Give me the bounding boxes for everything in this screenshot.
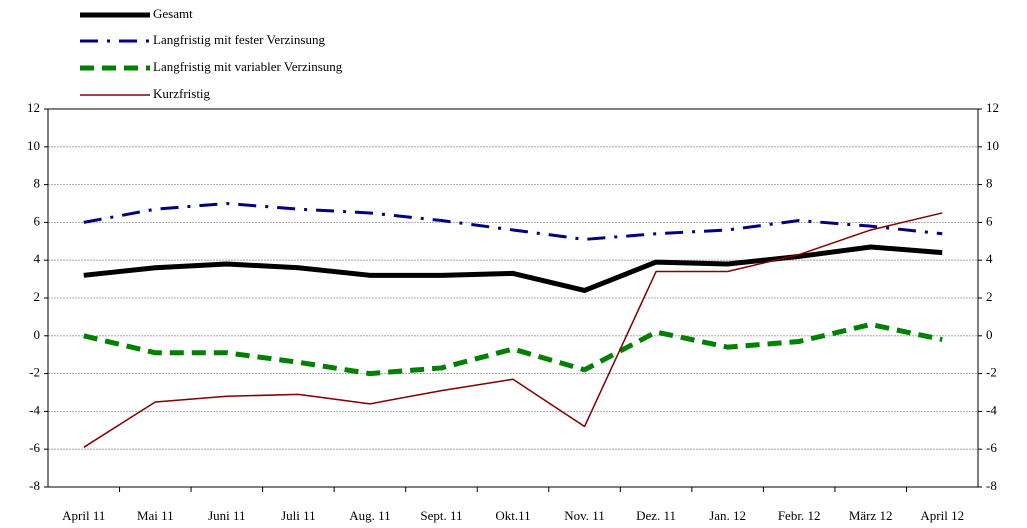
y2-tick-label: -6 bbox=[986, 440, 997, 455]
y2-tick-label: 6 bbox=[986, 213, 993, 228]
y2-tick-label: 2 bbox=[986, 289, 993, 304]
y-tick-label: -8 bbox=[29, 478, 40, 493]
legend-label: Langfristig mit fester Verzinsung bbox=[153, 32, 325, 47]
y-tick-label: -6 bbox=[29, 440, 40, 455]
y-tick-label: 12 bbox=[27, 100, 40, 115]
x-tick-label: Jan. 12 bbox=[709, 508, 746, 523]
y2-tick-label: 0 bbox=[986, 327, 993, 342]
x-tick-label: Juli 11 bbox=[281, 508, 316, 523]
x-tick-label: Nov. 11 bbox=[564, 508, 605, 523]
y2-tick-label: -8 bbox=[986, 478, 997, 493]
y-tick-label: 4 bbox=[34, 251, 41, 266]
x-tick-label: Juni 11 bbox=[208, 508, 245, 523]
x-tick-label: März 12 bbox=[849, 508, 893, 523]
series-line bbox=[83, 202, 943, 241]
series-line bbox=[83, 212, 943, 448]
y2-tick-label: 8 bbox=[986, 176, 993, 191]
x-tick-label: Febr. 12 bbox=[778, 508, 821, 523]
y-tick-label: -4 bbox=[29, 402, 40, 417]
series-line bbox=[83, 244, 943, 293]
y2-tick-label: -2 bbox=[986, 365, 997, 380]
x-tick-label: Mai 11 bbox=[137, 508, 174, 523]
series-line bbox=[83, 321, 943, 377]
y-tick-label: 0 bbox=[34, 327, 41, 342]
x-tick-label: April 12 bbox=[920, 508, 964, 523]
y2-tick-label: 10 bbox=[986, 138, 999, 153]
legend-label: Langfristig mit variabler Verzinsung bbox=[153, 59, 343, 74]
y2-tick-label: 12 bbox=[986, 100, 999, 115]
legend-label: Kurzfristig bbox=[153, 86, 211, 101]
x-tick-label: Dez. 11 bbox=[636, 508, 676, 523]
y-tick-label: -2 bbox=[29, 365, 40, 380]
y-tick-label: 6 bbox=[34, 213, 41, 228]
legend-label: Gesamt bbox=[153, 6, 193, 21]
x-tick-label: April 11 bbox=[62, 508, 105, 523]
x-tick-label: Sept. 11 bbox=[420, 508, 462, 523]
y2-tick-label: -4 bbox=[986, 402, 997, 417]
y2-tick-label: 4 bbox=[986, 251, 993, 266]
x-tick-label: Aug. 11 bbox=[349, 508, 390, 523]
plot-frame bbox=[47, 108, 979, 488]
y-tick-label: 8 bbox=[34, 176, 41, 191]
x-tick-label: Okt.11 bbox=[495, 508, 530, 523]
y-tick-label: 10 bbox=[27, 138, 40, 153]
y-tick-label: 2 bbox=[34, 289, 41, 304]
